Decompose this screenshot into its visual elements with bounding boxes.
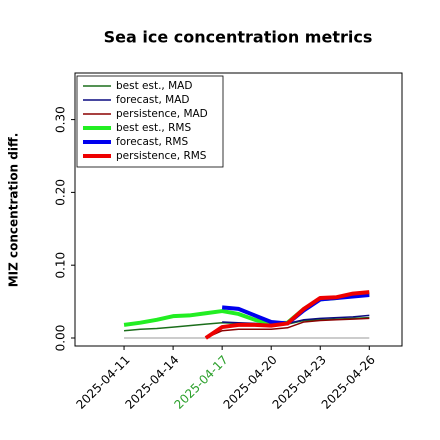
legend-label: forecast, RMS — [116, 136, 188, 148]
legend-label: best est., MAD — [116, 80, 192, 92]
y-tick-label: 0.10 — [54, 252, 68, 279]
series-line — [205, 317, 370, 339]
y-tick-label: 0.30 — [54, 106, 68, 133]
y-tick-label: 0.20 — [54, 179, 68, 206]
y-tick-label: 0.00 — [54, 325, 68, 352]
plot-frame — [74, 72, 403, 347]
chart-title: Sea ice concentration metrics — [104, 28, 373, 47]
legend-label: persistence, MAD — [116, 108, 208, 120]
legend-label: persistence, RMS — [116, 150, 207, 162]
series-line — [204, 290, 370, 340]
y-axis-label: MIZ concentration diff. — [7, 133, 21, 288]
legend-label: best est., RMS — [116, 122, 191, 134]
legend-label: forecast, MAD — [116, 94, 189, 106]
legend-box — [76, 75, 224, 168]
